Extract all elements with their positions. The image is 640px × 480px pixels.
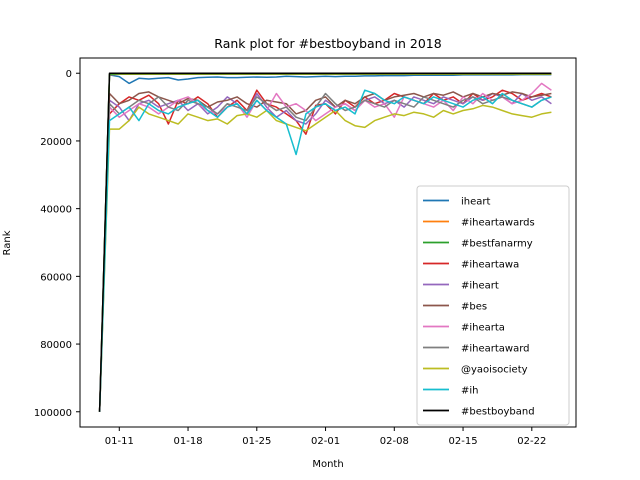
x-tick-label: 01-11 — [105, 436, 134, 447]
legend-label-2: #bestfanarmy — [461, 239, 533, 250]
series-line-9 — [98, 89, 552, 412]
y-tick-label: 0 — [66, 69, 72, 80]
legend-label-6: #ihearta — [461, 323, 505, 334]
x-axis: 01-11 01-18 01-25 02-01 02-08 02-15 02-22 — [105, 427, 546, 447]
y-tick-label: 40000 — [40, 205, 72, 216]
x-tick-label: 02-22 — [517, 436, 546, 447]
x-tick-label: 01-25 — [242, 436, 271, 447]
chart-title: Rank plot for #bestboyband in 2018 — [214, 36, 441, 51]
series-line-8 — [98, 104, 552, 412]
legend-label-5: #bes — [461, 302, 487, 313]
legend-label-7: #iheartaward — [461, 344, 530, 355]
legend-label-9: #ih — [461, 386, 479, 397]
y-axis: 0 20000 40000 60000 80000 100000 — [34, 69, 80, 419]
legend-label-1: #iheartawards — [461, 218, 535, 229]
legend-label-10: #bestboyband — [461, 407, 535, 418]
x-tick-label: 02-15 — [449, 436, 478, 447]
legend-label-0: iheart — [461, 197, 491, 208]
series-line-10 — [98, 72, 552, 412]
x-tick-label: 02-01 — [311, 436, 340, 447]
y-tick-label: 100000 — [34, 408, 72, 419]
plot-frame — [79, 57, 577, 428]
legend-label-3: #iheartawa — [461, 260, 519, 271]
legend-label-4: #iheart — [461, 281, 499, 292]
legend-label-8: @yaoisociety — [461, 365, 528, 376]
x-tick-label: 01-18 — [174, 436, 203, 447]
y-axis-label: Rank — [2, 230, 13, 255]
legend-box — [416, 185, 570, 426]
series-line-4 — [98, 92, 552, 412]
y-tick-label: 20000 — [40, 137, 72, 148]
y-tick-label: 80000 — [40, 340, 72, 351]
series-line-6 — [98, 82, 552, 412]
x-axis-label: Month — [312, 459, 343, 470]
y-tick-label: 60000 — [40, 272, 72, 283]
x-tick-label: 02-08 — [380, 436, 409, 447]
legend: iheart #iheartawards #bestfanarmy #iheartaw… — [416, 185, 570, 426]
